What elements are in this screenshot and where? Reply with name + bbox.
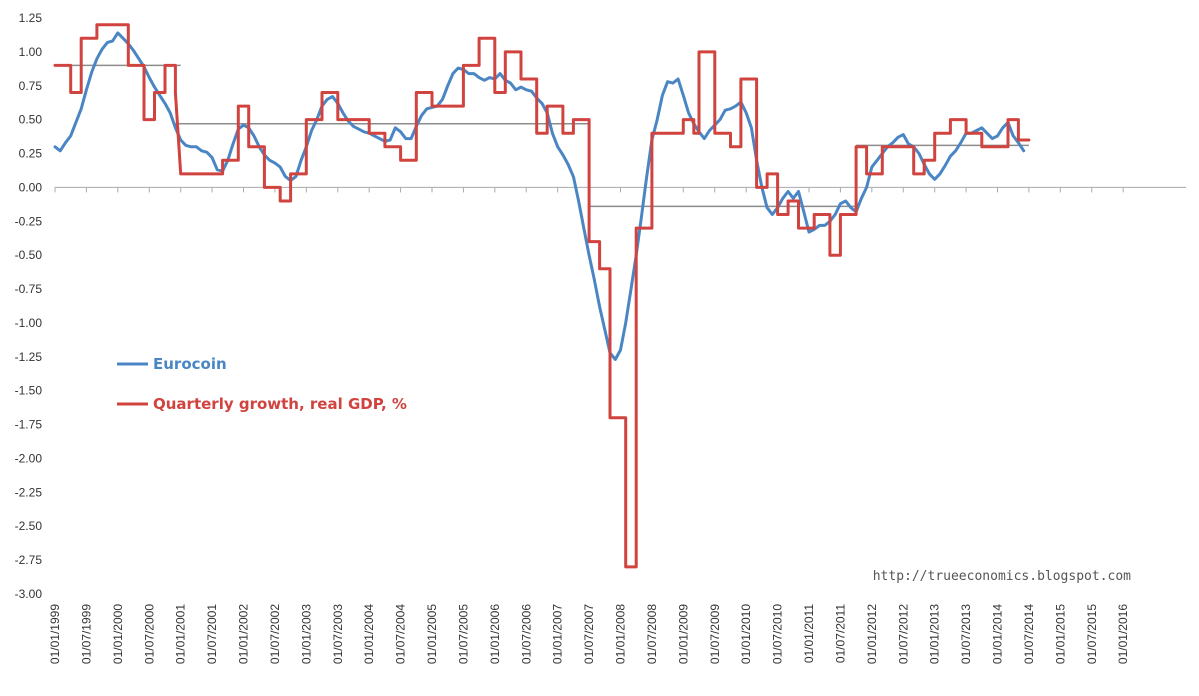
x-tick-label: 01/01/2008	[614, 604, 628, 664]
y-tick-label: 0.75	[19, 79, 43, 93]
x-tick-label: 01/07/2001	[205, 604, 219, 664]
x-tick-label: 01/07/2000	[142, 604, 156, 664]
x-tick-label: 01/01/2012	[865, 604, 879, 664]
x-tick-label: 01/01/2015	[1053, 604, 1067, 664]
y-tick-label: -2.00	[15, 451, 43, 465]
source-annotation: http://trueeconomics.blogspot.com	[873, 569, 1131, 584]
x-tick-label: 01/01/2005	[425, 604, 439, 664]
x-tick-label: 01/01/2006	[488, 604, 502, 664]
x-tick-label: 01/01/2010	[739, 604, 753, 664]
legend: Eurocoin Quarterly growth, real GDP, %	[117, 355, 407, 413]
x-tick-label: 01/07/2015	[1085, 604, 1099, 664]
x-tick-label: 01/01/2004	[362, 604, 376, 664]
series-line-eurocoin	[53, 31, 1026, 361]
y-tick-label: 0.25	[19, 147, 43, 161]
y-tick-label: 0.50	[19, 113, 43, 127]
x-tick-label: 01/07/2014	[1022, 604, 1036, 664]
x-tick-label: 01/01/2016	[1116, 604, 1130, 664]
y-tick-label: -0.75	[15, 282, 43, 296]
x-tick-label: 01/01/2014	[991, 604, 1005, 664]
x-tick-label: 01/07/2010	[771, 604, 785, 664]
y-tick-label: 1.25	[19, 11, 43, 25]
y-tick-label: -0.25	[15, 214, 43, 228]
x-tick-label: 01/01/2003	[299, 604, 313, 664]
x-tick-label: 01/01/2011	[802, 604, 816, 663]
x-tick-label: 01/01/2007	[551, 604, 565, 664]
y-tick-label: -1.75	[15, 418, 43, 432]
y-tick-label: -3.00	[15, 587, 43, 601]
x-tick-label: 01/07/2008	[645, 604, 659, 664]
x-tick-label: 01/01/1999	[48, 604, 62, 664]
legend-label-eurocoin: Eurocoin	[153, 355, 227, 373]
series-line-gdp-growth	[53, 23, 1031, 569]
x-tick-label: 01/07/2003	[331, 604, 345, 664]
y-tick-label: -2.75	[15, 553, 43, 567]
x-tick-label: 01/01/2009	[676, 604, 690, 664]
x-tick-label: 01/01/2002	[237, 604, 251, 664]
x-tick-label: 01/07/2012	[896, 604, 910, 664]
x-tick-label: 01/07/2006	[519, 604, 533, 664]
x-tick-label: 01/01/2013	[928, 604, 942, 664]
y-tick-label: -2.50	[15, 519, 43, 533]
y-tick-label: 0.00	[19, 180, 43, 194]
x-tick-label: 01/07/2002	[268, 604, 282, 664]
x-tick-label: 01/07/2005	[456, 604, 470, 664]
x-tick-label: 01/01/2000	[111, 604, 125, 664]
x-tick-label: 01/07/2009	[708, 604, 722, 664]
x-axis-ticks: 01/01/1999 01/07/1999 01/01/2000 01/07/2000…	[48, 187, 1130, 664]
legend-label-gdp-growth: Quarterly growth, real GDP, %	[153, 395, 407, 413]
x-tick-label: 01/07/1999	[79, 604, 93, 664]
x-tick-label: 01/07/2011	[833, 604, 847, 663]
y-tick-label: -0.50	[15, 248, 43, 262]
average-reference-lines	[55, 64, 1029, 208]
y-tick-label: -1.50	[15, 384, 43, 398]
series-group	[53, 23, 1031, 569]
y-axis-ticks: 1.25 1.00 0.75 0.50 0.25 0.00 -0.25 -0.50 -0.75 -…	[15, 11, 43, 601]
x-tick-label: 01/07/2004	[394, 604, 408, 664]
x-tick-label: 01/07/2013	[959, 604, 973, 664]
y-tick-label: -1.25	[15, 350, 43, 364]
x-tick-label: 01/01/2001	[174, 604, 188, 664]
y-tick-label: 1.00	[19, 45, 43, 59]
x-tick-label: 01/07/2007	[582, 604, 596, 664]
y-tick-label: -2.25	[15, 485, 43, 499]
y-tick-label: -1.00	[15, 316, 43, 330]
